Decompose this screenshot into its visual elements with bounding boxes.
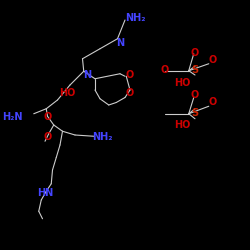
Text: HO: HO bbox=[174, 120, 191, 130]
Text: HO: HO bbox=[59, 88, 76, 98]
Text: NH₂: NH₂ bbox=[92, 132, 113, 142]
Text: O: O bbox=[161, 65, 169, 75]
Text: S: S bbox=[192, 65, 198, 75]
Text: O: O bbox=[44, 112, 52, 122]
Text: S: S bbox=[192, 108, 198, 118]
Text: O: O bbox=[126, 88, 134, 98]
Text: HO: HO bbox=[174, 78, 191, 88]
Text: NH₂: NH₂ bbox=[125, 12, 145, 22]
Text: N: N bbox=[116, 38, 124, 48]
Text: O: O bbox=[44, 132, 52, 142]
Text: O: O bbox=[208, 98, 216, 108]
Text: N: N bbox=[84, 70, 92, 80]
Text: O: O bbox=[191, 90, 199, 100]
Text: HN: HN bbox=[37, 188, 53, 198]
Text: H₂N: H₂N bbox=[2, 112, 23, 122]
Text: O: O bbox=[208, 55, 216, 65]
Text: O: O bbox=[126, 70, 134, 80]
Text: O: O bbox=[191, 48, 199, 58]
